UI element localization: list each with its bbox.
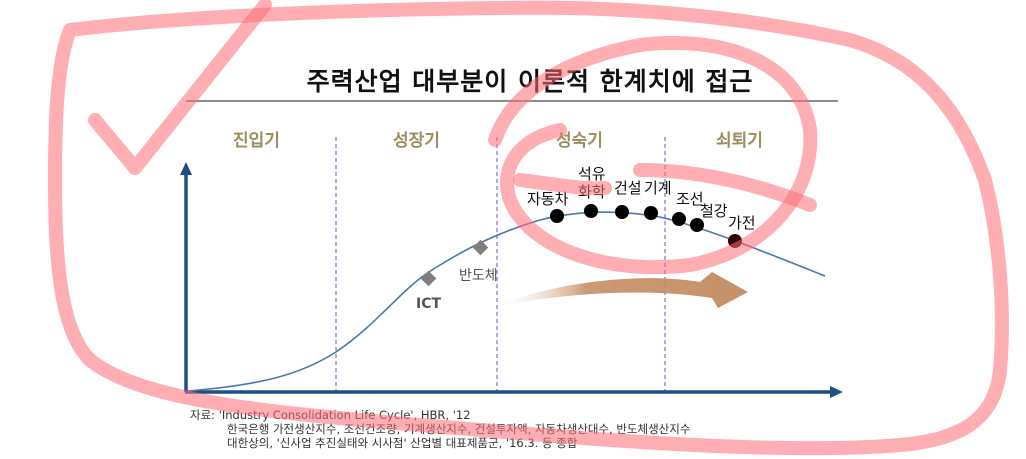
dot-automobile [550,209,564,223]
source-line-3: 대한상의, '신사업 추진실태와 시사점' 산업별 대표제품군, '16.3. … [227,436,578,450]
label-petro-2: 화학 [578,183,606,201]
dot-construction [615,205,629,219]
label-ict: ICT [416,296,442,312]
label-appliances: 가전 [728,214,756,232]
dot-appliances [728,234,742,248]
label-automobile: 자동차 [527,190,569,208]
label-machinery: 기계 [644,179,672,197]
axes [180,162,843,398]
transition-arrow [500,272,748,308]
dot-petrochemical [584,204,598,218]
label-steel: 철강 [700,202,728,220]
source-line-2: 한국은행 가전생산지수, 조선건조량, 기계생산지수, 건설투자액, 자동차생산… [227,422,691,436]
dot-machinery [644,206,658,220]
source-note: 자료: 'Industry Consolidation Life Cycle',… [190,408,690,450]
y-axis-arrow-icon [180,162,192,175]
label-construction: 건설 [614,179,642,197]
x-axis-arrow-icon [830,386,843,398]
ict-diamond-marker [420,270,437,287]
source-line-1: 자료: 'Industry Consolidation Life Cycle',… [190,408,471,422]
label-semiconductor: 반도체 [459,268,498,284]
semiconductor-diamond-marker [472,239,489,256]
dot-shipbuilding [672,212,686,226]
